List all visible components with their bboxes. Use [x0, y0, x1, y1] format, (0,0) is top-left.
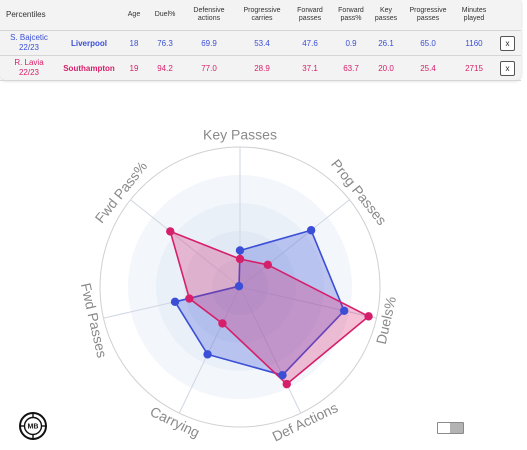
defensive-actions-cell: 77.0 — [182, 55, 236, 81]
forward-passes-cell: 47.6 — [288, 30, 332, 56]
logo-text: MB — [28, 424, 39, 431]
radar-point — [364, 312, 373, 321]
forward-passes-cell: 37.1 — [288, 55, 332, 81]
player-name: R. Lavia — [14, 58, 44, 67]
remove-cell: x — [494, 30, 521, 56]
mb-logo: MB — [19, 412, 47, 440]
radar-spoke — [239, 286, 377, 319]
radar-point — [263, 260, 273, 270]
header-remove — [494, 0, 521, 31]
player-cell: S. Bajcetic 22/23 — [0, 30, 58, 56]
duel-pct-cell: 76.3 — [148, 30, 182, 56]
radar-point — [235, 254, 245, 264]
key-passes-cell: 26.1 — [370, 30, 402, 56]
progressive-passes-cell: 65.0 — [402, 30, 454, 56]
remove-player-button[interactable]: x — [500, 35, 515, 51]
radar-point — [278, 370, 287, 380]
team-cell: Liverpool — [58, 30, 120, 56]
radar-point — [235, 246, 245, 255]
header-forward-pass-pct: Forward pass% — [332, 0, 370, 31]
radar-spoke — [130, 199, 241, 288]
header-duel-pct: Duel% — [148, 0, 182, 31]
header-forward-passes: Forward passes — [288, 0, 332, 31]
radar-spoke — [239, 286, 302, 414]
defensive-actions-cell: 69.9 — [182, 30, 236, 56]
header-key-passes: Key passes — [370, 0, 402, 31]
minutes-played-cell: 1160 — [454, 30, 494, 56]
radar-spoke — [239, 199, 350, 288]
header-defensive-actions: Defensive actions — [182, 0, 236, 31]
radar-axis-label: Key Passes — [203, 127, 277, 143]
header-progressive-carries: Progressive carries — [236, 0, 288, 31]
radar-point — [218, 319, 227, 328]
radar-point — [234, 282, 244, 291]
player-season: 22/23 — [18, 43, 40, 52]
radar-spoke — [178, 286, 241, 414]
progressive-carries-cell: 28.9 — [236, 55, 288, 81]
header-percentiles: Percentiles — [0, 0, 58, 31]
forward-pass-pct-cell: 0.9 — [332, 30, 370, 56]
radar-point — [185, 294, 194, 303]
radar-point — [282, 379, 291, 389]
radar-point — [203, 350, 212, 359]
header-age: Age — [120, 0, 148, 31]
remove-cell: x — [494, 55, 521, 81]
radar-point — [170, 297, 180, 307]
progressive-passes-cell: 25.4 — [402, 55, 454, 81]
team-cell: Southampton — [58, 55, 120, 81]
player-cell: R. Lavia 22/23 — [0, 55, 58, 81]
percentiles-table-card: Percentiles Age Duel% Defensive actions … — [0, 0, 521, 81]
forward-pass-pct-cell: 63.7 — [332, 55, 370, 81]
player-season: 22/23 — [18, 68, 40, 77]
minutes-played-cell: 2715 — [454, 55, 494, 81]
progressive-carries-cell: 53.4 — [236, 30, 288, 56]
key-passes-cell: 20.0 — [370, 55, 402, 81]
radar-point — [339, 306, 349, 315]
radar-point — [166, 227, 175, 236]
table-header-row: Percentiles Age Duel% Defensive actions … — [0, 0, 521, 31]
header-team — [58, 0, 120, 31]
radar-series-area — [169, 230, 370, 385]
table-row-lavia: R. Lavia 22/23 Southampton 19 94.2 77.0 … — [0, 55, 521, 81]
header-progressive-passes: Progressive passes — [402, 0, 454, 31]
percentiles-table: Percentiles Age Duel% Defensive actions … — [0, 0, 521, 81]
player-name: S. Bajcetic — [10, 33, 48, 42]
table-row-bajcetic: S. Bajcetic 22/23 Liverpool 18 76.3 69.9… — [0, 30, 521, 56]
age-cell: 18 — [120, 30, 148, 56]
radar-point — [306, 226, 316, 235]
view-toggle[interactable] — [437, 422, 464, 434]
header-minutes-played: Minutes played — [454, 0, 494, 31]
remove-player-button[interactable]: x — [500, 60, 515, 76]
age-cell: 19 — [120, 55, 148, 81]
radar-series-area — [174, 229, 345, 376]
toggle-knob — [450, 423, 463, 433]
duel-pct-cell: 94.2 — [148, 55, 182, 81]
